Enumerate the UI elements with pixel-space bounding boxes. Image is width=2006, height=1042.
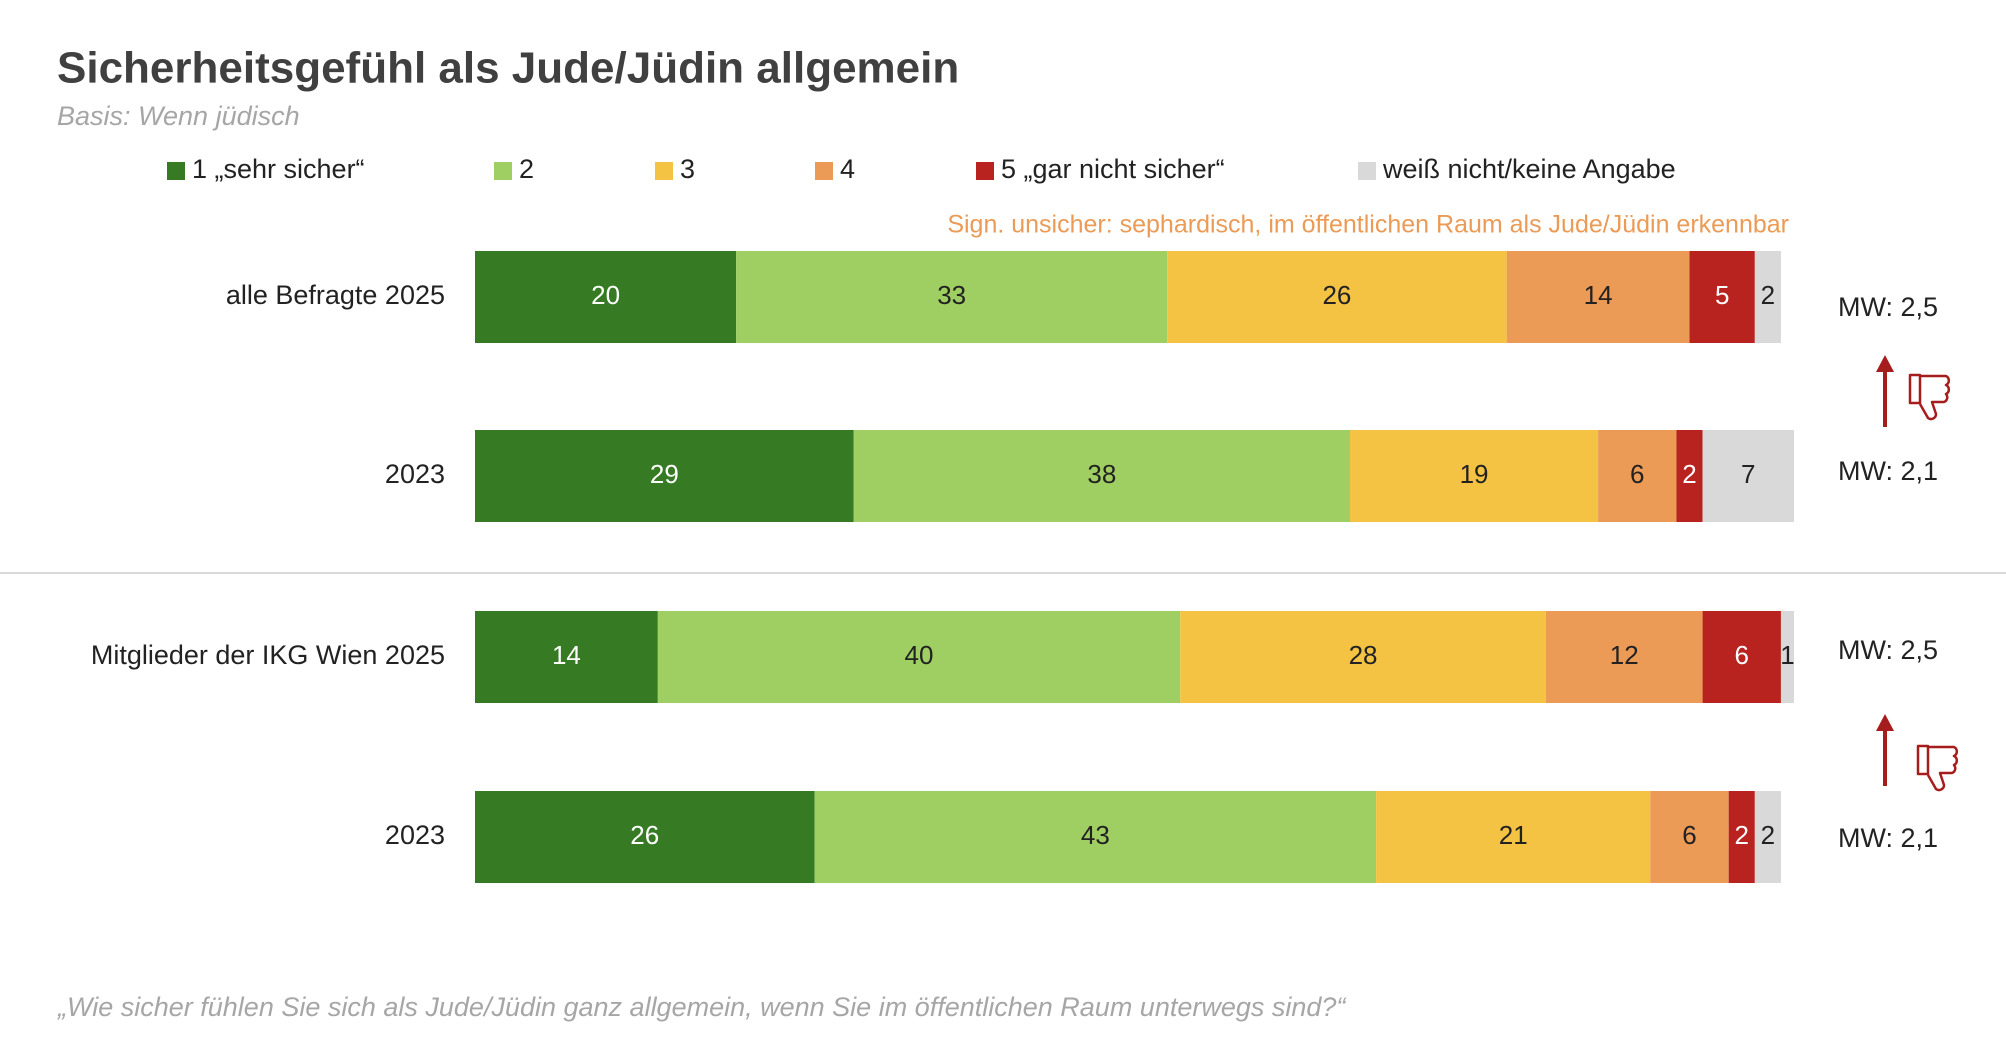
legend-swatch — [167, 162, 185, 180]
bar-segment — [475, 791, 815, 883]
bar-segment — [1349, 430, 1599, 522]
bar-segment — [1702, 611, 1781, 703]
legend-swatch — [494, 162, 512, 180]
data-label: 20 — [591, 280, 620, 310]
bar-segment — [1180, 611, 1546, 703]
legend-swatch — [1358, 162, 1376, 180]
bar-segment — [736, 251, 1168, 343]
data-label: 2 — [1735, 820, 1749, 850]
data-label: 19 — [1460, 459, 1489, 489]
bar-segment — [1676, 430, 1703, 522]
legend-swatch — [655, 162, 673, 180]
y-tick-label: 2023 — [385, 459, 445, 489]
data-label: 26 — [630, 820, 659, 850]
thumbs-down-icon — [1908, 373, 1959, 792]
footnote: „Wie sicher fühlen Sie sich als Jude/Jüd… — [57, 992, 1347, 1022]
legend-label: 3 — [680, 154, 695, 184]
bar-segment — [814, 791, 1377, 883]
bar-segment — [1376, 791, 1651, 883]
bar-segment — [475, 430, 854, 522]
bar-segment — [1702, 430, 1794, 522]
bar-segment — [1598, 430, 1677, 522]
bar-segment — [853, 430, 1350, 522]
annotation: Sign. unsicher: sephardisch, im öffentli… — [947, 211, 1789, 239]
mean-label: MW: 2,5 — [1838, 292, 1938, 322]
bar-segment — [1650, 791, 1729, 883]
bar-segment — [1689, 251, 1755, 343]
legend-label: 5 „gar nicht sicher“ — [1001, 154, 1225, 184]
data-label: 12 — [1610, 640, 1639, 670]
data-label: 26 — [1322, 280, 1351, 310]
bar-segment — [475, 611, 658, 703]
data-label: 6 — [1630, 459, 1644, 489]
data-label: 43 — [1081, 820, 1110, 850]
data-label: 7 — [1741, 459, 1755, 489]
bar-segment — [657, 611, 1181, 703]
data-label: 14 — [1584, 280, 1613, 310]
bar-segment — [1754, 791, 1781, 883]
legend-swatch — [815, 162, 833, 180]
data-label: 6 — [1682, 820, 1696, 850]
subtitle: Basis: Wenn jüdisch — [57, 101, 300, 131]
trend-arrow — [1876, 355, 1894, 786]
data-label: 38 — [1087, 459, 1116, 489]
mean-label: MW: 2,5 — [1838, 635, 1938, 665]
bar-segment — [1728, 791, 1755, 883]
data-label: 2 — [1761, 820, 1775, 850]
legend-label: weiß nicht/keine Angabe — [1382, 154, 1676, 184]
data-label: 2 — [1761, 280, 1775, 310]
y-tick-label: Mitglieder der IKG Wien 2025 — [91, 640, 445, 670]
bar-segment — [1506, 251, 1690, 343]
bar-segment — [1780, 611, 1794, 703]
legend-label: 1 „sehr sicher“ — [192, 154, 365, 184]
data-label: 40 — [905, 640, 934, 670]
data-label: 21 — [1499, 820, 1528, 850]
data-label: 14 — [552, 640, 581, 670]
data-label: 28 — [1349, 640, 1378, 670]
data-label: 29 — [650, 459, 679, 489]
legend-swatch — [976, 162, 994, 180]
legend-label: 2 — [519, 154, 534, 184]
chart-title: Sicherheitsgefühl als Jude/Jüdin allgeme… — [57, 44, 959, 93]
data-label: 1 — [1780, 640, 1794, 670]
mean-label: MW: 2,1 — [1838, 823, 1938, 853]
y-tick-label: 2023 — [385, 820, 445, 850]
mean-label: MW: 2,1 — [1838, 456, 1938, 486]
bar-segment — [1167, 251, 1507, 343]
data-label: 5 — [1715, 280, 1729, 310]
data-label: 6 — [1735, 640, 1749, 670]
bar-segment — [1545, 611, 1703, 703]
data-label: 33 — [937, 280, 966, 310]
bar-segment — [475, 251, 737, 343]
legend-label: 4 — [840, 154, 855, 184]
y-tick-label: alle Befragte 2025 — [226, 280, 445, 310]
data-label: 2 — [1682, 459, 1696, 489]
bar-segment — [1754, 251, 1781, 343]
